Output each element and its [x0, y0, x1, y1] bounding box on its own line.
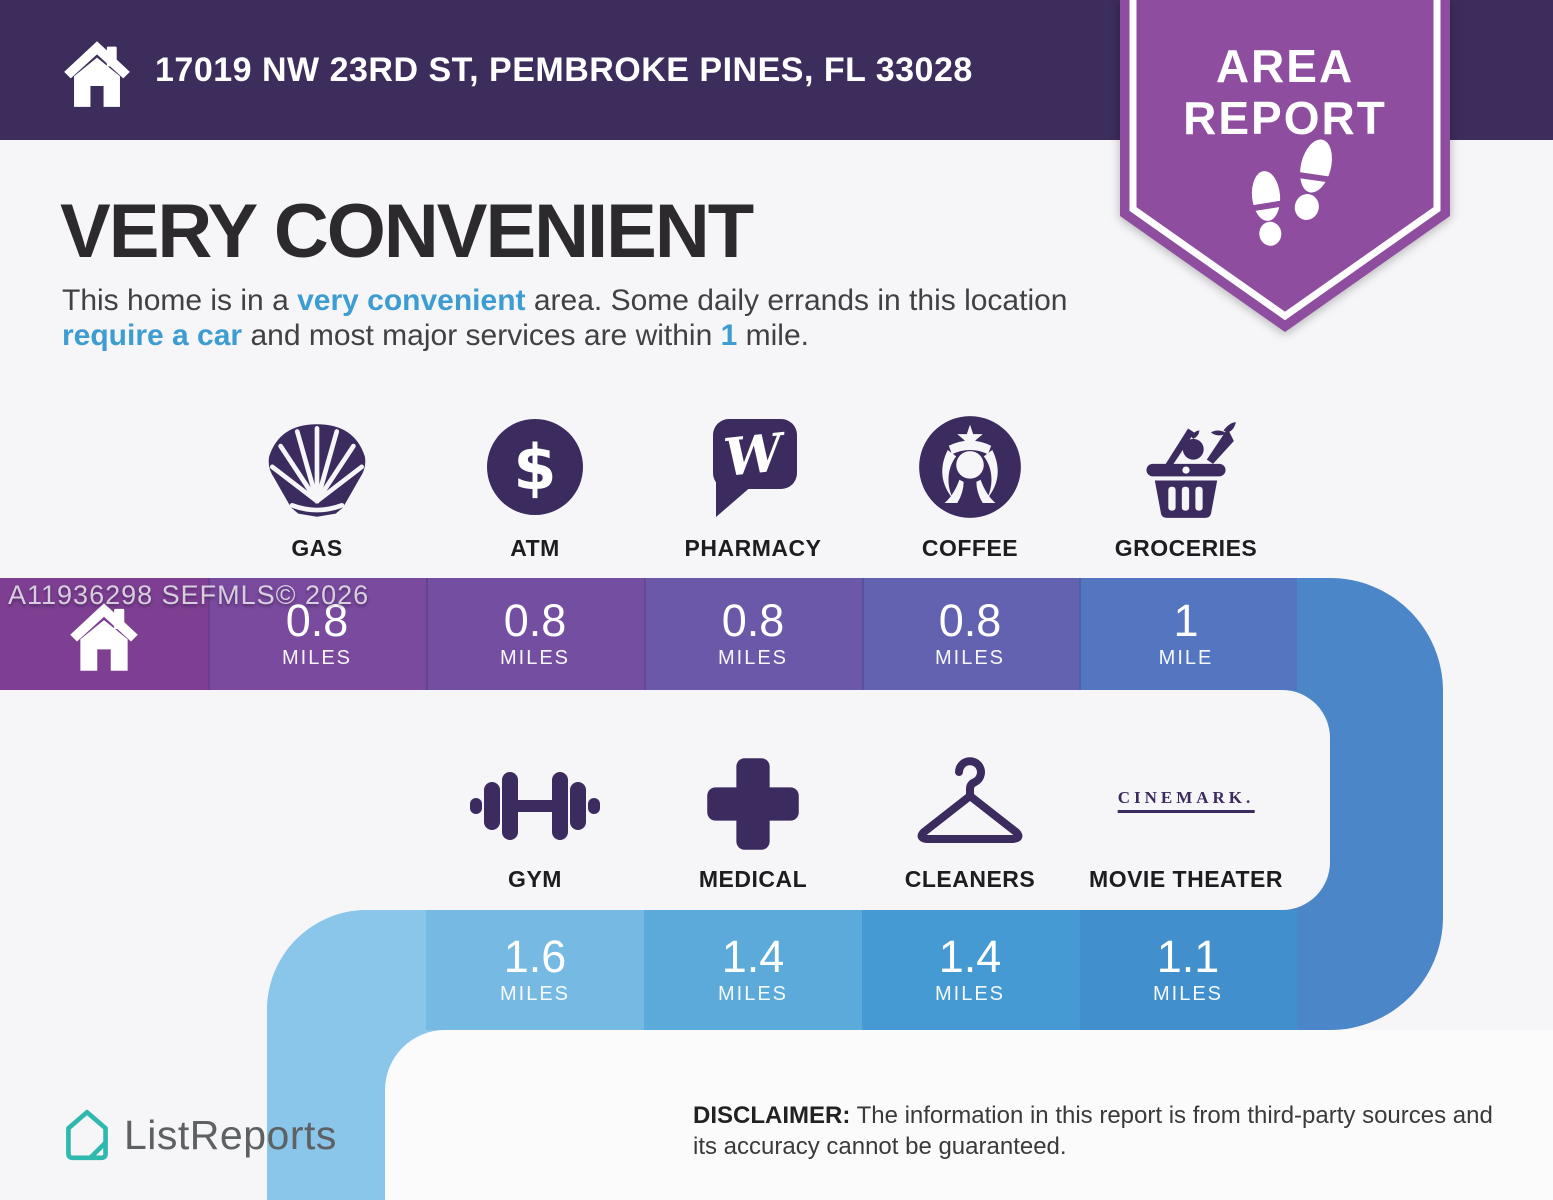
- distance-gas: 0.8 MILES: [281, 595, 353, 670]
- badge-title: AREA REPORT: [1120, 40, 1450, 144]
- walgreens-icon: W: [713, 419, 797, 517]
- distance-movie: 1.1 MILES: [1152, 931, 1224, 1006]
- band-segment-atm: [426, 578, 646, 690]
- distance-band-top: 0.8 MILES 0.8 MILES 0.8 MILES 0.8 MILES 1 MIL…: [0, 578, 1330, 690]
- band-segment-movie: [1080, 910, 1297, 1030]
- distance-band-bottom: 1.6 MILES 1.4 MILES 1.4 MILES 1.1 MILES: [267, 910, 1330, 1030]
- area-report-badge: [1120, 0, 1450, 332]
- label-groceries: GROCERIES: [1114, 535, 1258, 561]
- svg-text:$: $: [513, 431, 556, 504]
- starbucks-icon: [919, 416, 1021, 518]
- band-segment-gym: [426, 910, 644, 1030]
- band-segment-coffee: [862, 578, 1081, 690]
- distance-atm: 0.8 MILES: [499, 595, 571, 670]
- label-movie-theater: MOVIE THEATER: [1089, 866, 1283, 892]
- label-coffee: COFFEE: [921, 535, 1019, 561]
- label-gym: GYM: [508, 866, 562, 892]
- band-segment-groceries: [1079, 578, 1299, 690]
- band-segment-curve-left: [267, 910, 426, 1030]
- description-text: This home is in a very convenient area. …: [62, 284, 1068, 352]
- home-icon: [70, 603, 138, 671]
- shell-gas-icon: [268, 424, 366, 517]
- route-connector-right: [1330, 578, 1443, 1030]
- footprints-icon: [1251, 139, 1332, 246]
- distance-gym: 1.6 MILES: [499, 931, 571, 1006]
- listreports-icon: [66, 1109, 108, 1161]
- listreports-wordmark: ListReports: [124, 1111, 337, 1158]
- distance-coffee: 0.8 MILES: [934, 595, 1006, 670]
- dollar-atm-icon: $: [487, 419, 583, 515]
- band-segment-pharmacy: [644, 578, 864, 690]
- distance-cleaners: 1.4 MILES: [934, 931, 1006, 1006]
- mls-watermark: A11936298 SEFMLS© 2026: [8, 580, 370, 610]
- distance-medical: 1.4 MILES: [717, 931, 789, 1006]
- grocery-basket-icon: [1146, 422, 1236, 518]
- band-segment-curve: [1297, 578, 1330, 690]
- dumbbell-icon: [470, 772, 600, 840]
- svg-text:W: W: [721, 422, 790, 489]
- label-atm: ATM: [510, 535, 560, 561]
- cinemark-logo: CINEMARK.: [1117, 788, 1255, 813]
- hanger-icon: [917, 757, 1023, 843]
- label-gas: GAS: [291, 535, 343, 561]
- distance-pharmacy: 0.8 MILES: [717, 595, 789, 670]
- property-address: 17019 NW 23RD ST, PEMBROKE PINES, FL 330…: [155, 50, 973, 89]
- band-segment-curve-right: [1297, 910, 1330, 1030]
- label-cleaners: CLEANERS: [904, 866, 1036, 892]
- medical-cross-icon: [707, 758, 799, 850]
- page-title: VERY CONVENIENT: [60, 189, 754, 274]
- disclaimer-text: DISCLAIMER: The information in this repo…: [693, 1102, 1493, 1160]
- band-segment-gas: [208, 578, 428, 690]
- label-medical: MEDICAL: [698, 866, 808, 892]
- disclaimer-label: DISCLAIMER:: [693, 1102, 851, 1129]
- badge-line1: AREA: [1215, 40, 1355, 92]
- band-segment-medical: [644, 910, 862, 1030]
- distance-groceries: 1 MILE: [1158, 595, 1214, 670]
- header-home-icon: [64, 41, 130, 107]
- badge-line2: REPORT: [1183, 92, 1387, 144]
- bottom-white-panel: [385, 1030, 1553, 1200]
- label-pharmacy: PHARMACY: [684, 535, 822, 561]
- band-segment-cleaners: [862, 910, 1080, 1030]
